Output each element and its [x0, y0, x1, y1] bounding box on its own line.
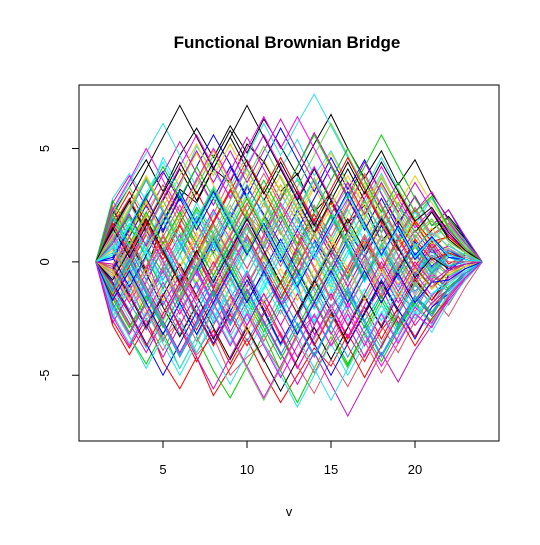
series-line-67: [95, 201, 483, 300]
x-tick-label-15: 15: [324, 462, 338, 477]
series-line-78: [95, 115, 483, 263]
series-line-22: [95, 197, 483, 291]
series-line-83: [95, 261, 483, 402]
series-line-62: [95, 133, 483, 263]
series-line-96: [95, 185, 483, 284]
chart-title: Functional Brownian Bridge: [174, 33, 401, 52]
y-tick-label-0: 0: [37, 258, 52, 265]
x-tick-label-10: 10: [240, 462, 254, 477]
y-tick-label-5: 5: [37, 145, 52, 152]
series-line-63: [95, 261, 483, 377]
x-axis-label: v: [286, 504, 293, 519]
series-layer: [95, 93, 483, 418]
series-line-94: [95, 145, 483, 263]
series-line-32: [95, 131, 483, 263]
series-line-84: [95, 117, 483, 263]
y-tick-label--5: -5: [37, 369, 52, 381]
series-line-86: [95, 201, 483, 300]
series-line-60: [95, 204, 483, 334]
x-tick-label-5: 5: [159, 462, 166, 477]
y-axis: -5 0 5: [37, 145, 80, 381]
series-line-87: [95, 261, 483, 379]
series-line-89: [95, 261, 483, 336]
series-line-9: [95, 261, 483, 404]
series-line-88: [95, 147, 483, 277]
series-line-5: [95, 133, 483, 263]
series-line-74: [95, 156, 483, 286]
series-line-91: [95, 261, 483, 379]
series-line-81: [95, 167, 483, 295]
series-line-71: [95, 261, 483, 390]
series-line-72: [95, 142, 483, 263]
series-line-90: [95, 161, 483, 263]
series-line-92: [95, 129, 483, 263]
series-line-45: [95, 261, 483, 418]
series-line-57: [95, 261, 483, 409]
series-line-14: [95, 113, 483, 263]
series-line-66: [95, 104, 483, 263]
series-line-26: [95, 233, 483, 309]
series-line-17: [95, 261, 483, 350]
series-line-76: [95, 190, 483, 288]
x-axis: 5 10 15 20: [159, 440, 422, 477]
x-tick-label-20: 20: [408, 462, 422, 477]
series-line-95: [95, 258, 483, 356]
series-line-55: [95, 192, 483, 322]
series-line-85: [95, 235, 483, 334]
series-line-97: [95, 260, 483, 359]
series-line-46: [95, 151, 483, 282]
series-line-41: [95, 190, 483, 288]
